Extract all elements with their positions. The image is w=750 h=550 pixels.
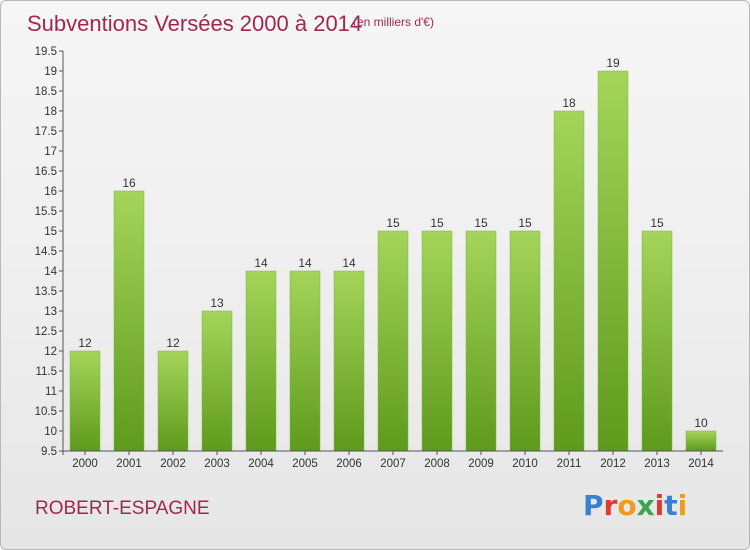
bar-2004 (245, 270, 277, 452)
x-tick-label: 2005 (292, 458, 318, 470)
y-tick-label: 18.5 (35, 86, 57, 98)
logo-letter: i (654, 489, 665, 522)
x-tick-label: 2013 (644, 458, 670, 470)
y-tick-label: 15.5 (35, 206, 57, 218)
y-tick-label: 14 (44, 266, 57, 278)
axes-group: 9.5 10 10.5 11 11.5 12 12.5 13 13.5 14 14.5 15 15.5 1… (35, 46, 723, 470)
bar-2005 (289, 270, 321, 452)
bar-2003 (201, 310, 233, 452)
bar-2009 (465, 230, 497, 452)
logo-letter: x (636, 489, 655, 522)
y-tick-label: 17 (44, 146, 57, 158)
x-tick-label: 2009 (468, 458, 494, 470)
x-tick-label: 2001 (116, 458, 142, 470)
x-tick-label: 2000 (72, 458, 98, 470)
y-tick-label: 14.5 (35, 246, 57, 258)
y-tick-label: 11 (45, 386, 57, 398)
bar-value-label: 14 (298, 256, 312, 270)
bar-2006 (333, 270, 365, 452)
bar-value-label: 15 (430, 216, 444, 230)
bar-value-label: 15 (518, 216, 532, 230)
bar-value-label: 15 (650, 216, 664, 230)
y-tick-label: 11.5 (35, 366, 57, 378)
x-tick-label: 2014 (688, 458, 714, 470)
x-tick-label: 2008 (424, 458, 450, 470)
x-tick-label: 2011 (557, 458, 582, 470)
commune-name: ROBERT-ESPAGNE (35, 498, 210, 519)
x-tick-label: 2006 (336, 458, 362, 470)
x-tick-label: 2007 (380, 458, 406, 470)
x-tick-label: 2002 (160, 458, 186, 470)
bar-2008 (421, 230, 453, 452)
y-tick-label: 10.5 (35, 406, 57, 418)
y-tick-label: 13 (44, 306, 57, 318)
y-tick-label: 16 (44, 186, 57, 198)
bar-value-label: 12 (78, 336, 92, 350)
bar-value-label: 15 (386, 216, 400, 230)
bar-value-label: 10 (694, 416, 708, 430)
y-tick-label: 12.5 (35, 326, 57, 338)
bar-value-label: 18 (562, 96, 576, 110)
bar-2007 (377, 230, 409, 452)
y-tick-label: 17.5 (35, 126, 57, 138)
bar-2013 (641, 230, 673, 452)
y-tick-label: 18 (44, 106, 57, 118)
bar-2000 (69, 350, 101, 452)
chart-subtitle: (en milliers d'€) (353, 15, 434, 29)
x-tick-label: 2012 (600, 458, 626, 470)
y-tick-label: 12 (44, 346, 57, 358)
x-tick-label: 2003 (204, 458, 230, 470)
bar-2010 (509, 230, 541, 452)
bar-2001 (113, 190, 145, 452)
bar-value-label: 15 (474, 216, 488, 230)
bar-2002 (157, 350, 189, 452)
logo-letter: i (677, 489, 688, 522)
x-tick-label: 2004 (248, 458, 274, 470)
proxiti-logo[interactable]: Proxiti (583, 489, 687, 522)
y-tick-label: 15 (44, 226, 57, 238)
logo-letter: t (664, 489, 678, 522)
logo-letter: r (603, 489, 618, 522)
logo-letter: o (617, 489, 637, 522)
y-tick-label: 9.5 (41, 446, 57, 458)
bar-value-label: 14 (254, 256, 268, 270)
y-tick-label: 19 (44, 66, 57, 78)
bar-value-label: 19 (606, 56, 620, 70)
y-tick-label: 10 (44, 426, 57, 438)
bar-2011 (553, 110, 585, 452)
x-tick-label: 2010 (512, 458, 538, 470)
y-tick-label: 19.5 (35, 46, 57, 58)
bars-group: 12 16 12 13 14 14 14 15 15 15 15 18 19 15 10 (69, 56, 717, 452)
y-tick-label: 16.5 (35, 166, 57, 178)
y-tick-label: 13.5 (35, 286, 57, 298)
chart-title: Subventions Versées 2000 à 2014 (27, 11, 363, 36)
bar-2014 (685, 430, 717, 452)
bar-value-label: 12 (166, 336, 180, 350)
logo-letter: P (583, 489, 604, 522)
bar-2012 (597, 70, 629, 452)
bar-value-label: 16 (122, 176, 136, 190)
bar-value-label: 14 (342, 256, 356, 270)
bar-value-label: 13 (210, 296, 224, 310)
